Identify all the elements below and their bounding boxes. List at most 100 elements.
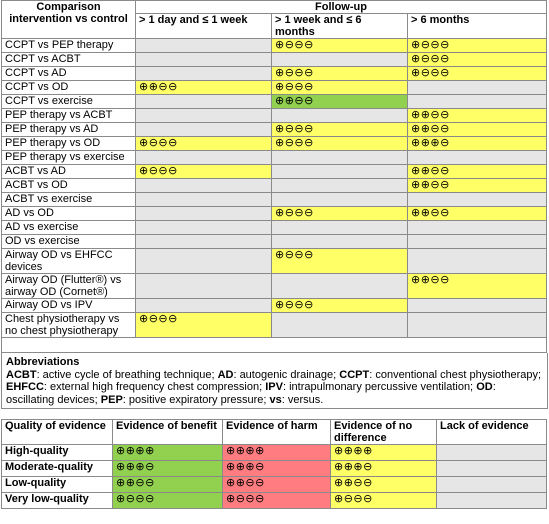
grade-cell: ⊕⊖⊖⊖ (271, 66, 408, 81)
grade-cell (406, 312, 548, 338)
grade-cell: ⊕⊕⊕⊕ (222, 444, 331, 461)
comparison-row: PEP therapy vs exercise (1, 150, 548, 165)
period-header: > 6 months (406, 13, 548, 39)
legend-row: Moderate-quality ⊕⊕⊕⊖ ⊕⊕⊕⊖ ⊕⊕⊕⊖ (1, 460, 547, 477)
comparison-row: CCPT vs PEP therapy ⊕⊖⊖⊖ ⊕⊖⊖⊖ (1, 38, 548, 53)
quality-label: High-quality (1, 444, 113, 461)
table-body: CCPT vs PEP therapy ⊕⊖⊖⊖ ⊕⊖⊖⊖ CCPT vs ACBT ⊕… (0, 38, 548, 353)
abbreviation-definition: : autogenic drainage; (233, 368, 340, 381)
grade-cell: ⊕⊕⊖⊖ (406, 206, 548, 221)
period-header: > 1 week and ≤ 6 months (271, 13, 408, 39)
quality-label: Moderate-quality (1, 460, 113, 477)
grade-cell (271, 312, 408, 338)
grade-cell (436, 460, 547, 477)
grade-cell (135, 234, 272, 249)
comparison-header: Comparison intervention vs control (1, 0, 136, 39)
grade-cell (135, 192, 272, 207)
comparison-label: CCPT vs ACBT (1, 52, 136, 67)
abbreviation-term: vs (269, 393, 282, 406)
comparison-row: CCPT vs OD ⊕⊕⊖⊖ ⊕⊖⊖⊖ (1, 80, 548, 95)
comparison-label: Airway OD vs IPV (1, 298, 136, 313)
grade-cell: ⊕⊕⊖⊖ (271, 94, 408, 109)
legend-header: Lack of evidence (436, 419, 547, 445)
abbreviation-term: PEP (100, 393, 123, 406)
grade-cell (406, 234, 548, 249)
legend-header-row: Quality of evidence Evidence of benefit Ev… (1, 419, 547, 445)
grade-cell: ⊕⊖⊖⊖ (406, 66, 548, 81)
period-header: > 1 day and ≤ 1 week (135, 13, 272, 39)
legend-header: Evidence of benefit (112, 419, 223, 445)
comparison-row: CCPT vs ACBT ⊕⊖⊖⊖ (1, 52, 548, 67)
grade-cell (135, 108, 272, 123)
comparison-label: PEP therapy vs OD (1, 136, 136, 151)
header-line: Comparison (36, 1, 101, 13)
spacer-row (0, 337, 548, 353)
grade-cell: ⊕⊕⊖⊖ (406, 164, 548, 179)
comparison-row: PEP therapy vs ACBT ⊕⊕⊖⊖ (1, 108, 548, 123)
grade-cell (135, 94, 272, 109)
comparison-row: CCPT vs exercise ⊕⊕⊖⊖ (1, 94, 548, 109)
grade-cell (271, 234, 408, 249)
grade-cell (406, 220, 548, 235)
grade-cell: ⊕⊖⊖⊖ (135, 164, 272, 179)
grade-cell: ⊕⊕⊖⊖ (330, 476, 437, 493)
legend-row: Low-quality ⊕⊕⊖⊖ ⊕⊕⊖⊖ ⊕⊕⊖⊖ (1, 476, 547, 493)
grade-cell: ⊕⊖⊖⊖ (271, 298, 408, 313)
legend-header: Evidence of harm (222, 419, 331, 445)
grade-cell (406, 94, 548, 109)
grade-cell: ⊕⊖⊖⊖ (135, 312, 272, 338)
comparison-label: Chest physiotherapy vs no chest physioth… (1, 312, 136, 338)
abbreviations-title: Abbreviations (6, 356, 80, 368)
grade-cell: ⊕⊖⊖⊖ (112, 492, 223, 509)
comparison-label: PEP therapy vs AD (1, 122, 136, 137)
grade-cell (135, 150, 272, 165)
comparison-row: Airway OD (Flutter®) vs airway OD (Corne… (1, 273, 548, 299)
quality-label: Very low-quality (1, 492, 113, 509)
grade-cell: ⊕⊕⊖⊖ (406, 122, 548, 137)
grade-cell: ⊕⊕⊕⊕ (112, 444, 223, 461)
grade-cell (271, 273, 408, 299)
grade-cell (135, 248, 272, 274)
grade-cell: ⊕⊖⊖⊖ (406, 38, 548, 53)
abbreviation-definition: : positive expiratory pressure; (122, 393, 270, 406)
grade-cell: ⊕⊖⊖⊖ (271, 122, 408, 137)
comparison-row: Airway OD vs EHFCC devices ⊕⊖⊖⊖ (1, 248, 548, 274)
quality-label: Low-quality (1, 476, 113, 493)
comparison-label: CCPT vs PEP therapy (1, 38, 136, 53)
comparison-label: CCPT vs AD (1, 66, 136, 81)
abbreviation-definition: : conventional chest physiotherapy; (369, 368, 542, 381)
abbreviation-term: OD (476, 381, 493, 393)
grade-cell: ⊕⊕⊖⊖ (112, 476, 223, 493)
grade-cell: ⊕⊕⊕⊖ (222, 460, 331, 477)
grade-cell (271, 52, 408, 67)
grade-cell (135, 178, 272, 193)
abbreviation-term: EHFCC (6, 381, 44, 393)
grade-cell (406, 298, 548, 313)
comparison-row: Airway OD vs IPV ⊕⊖⊖⊖ (1, 298, 548, 313)
grade-cell (135, 206, 272, 221)
comparison-label: ACBT vs AD (1, 164, 136, 179)
legend-body: High-quality ⊕⊕⊕⊕ ⊕⊕⊕⊕ ⊕⊕⊕⊕ Moderate-quality… (1, 444, 547, 509)
grade-cell (135, 66, 272, 81)
abbreviations: Abbreviations ACBT: active cycle of brea… (1, 353, 548, 409)
grade-cell (271, 178, 408, 193)
header-line: intervention vs control (9, 13, 128, 25)
comparison-row: AD vs OD ⊕⊖⊖⊖ ⊕⊕⊖⊖ (1, 206, 548, 221)
grade-cell (406, 80, 548, 95)
grade-cell: ⊕⊖⊖⊖ (271, 248, 408, 274)
abbreviation-definition: : intrapulmonary percussive ventilation; (282, 381, 477, 393)
grade-cell: ⊕⊖⊖⊖ (271, 38, 408, 53)
grade-cell: ⊕⊖⊖⊖ (271, 206, 408, 221)
abbreviation-term: IPV (265, 381, 283, 393)
comparison-label: CCPT vs exercise (1, 94, 136, 109)
abbreviation-definition: : oscillating devices; (6, 381, 496, 406)
grade-cell: ⊕⊕⊖⊖ (222, 476, 331, 493)
abbreviation-definition: : external high frequency chest compress… (43, 381, 266, 393)
abbreviations-text: ACBT: active cycle of breathing techniqu… (6, 369, 543, 407)
grade-cell: ⊕⊖⊖⊖ (135, 136, 272, 151)
follow-up-header: Follow-up (134, 0, 548, 14)
abbreviation-term: ACBT (6, 368, 37, 381)
comparison-label: Airway OD vs EHFCC devices (1, 248, 136, 274)
comparison-row: Chest physiotherapy vs no chest physioth… (1, 312, 548, 338)
